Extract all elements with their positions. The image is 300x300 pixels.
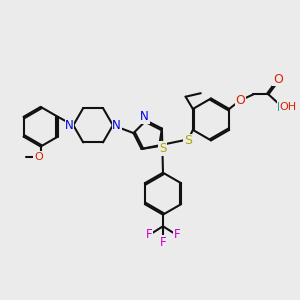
Text: OH: OH <box>280 103 297 112</box>
Text: O: O <box>235 94 245 107</box>
Text: S: S <box>184 134 192 148</box>
Text: F: F <box>146 228 152 241</box>
Text: F: F <box>160 236 166 249</box>
Text: S: S <box>159 142 166 155</box>
Text: O: O <box>273 73 283 86</box>
Text: N: N <box>112 119 121 132</box>
Text: O: O <box>34 152 43 162</box>
Text: N: N <box>65 119 74 132</box>
Text: H: H <box>277 101 286 114</box>
Text: N: N <box>140 110 149 124</box>
Text: F: F <box>174 228 180 241</box>
